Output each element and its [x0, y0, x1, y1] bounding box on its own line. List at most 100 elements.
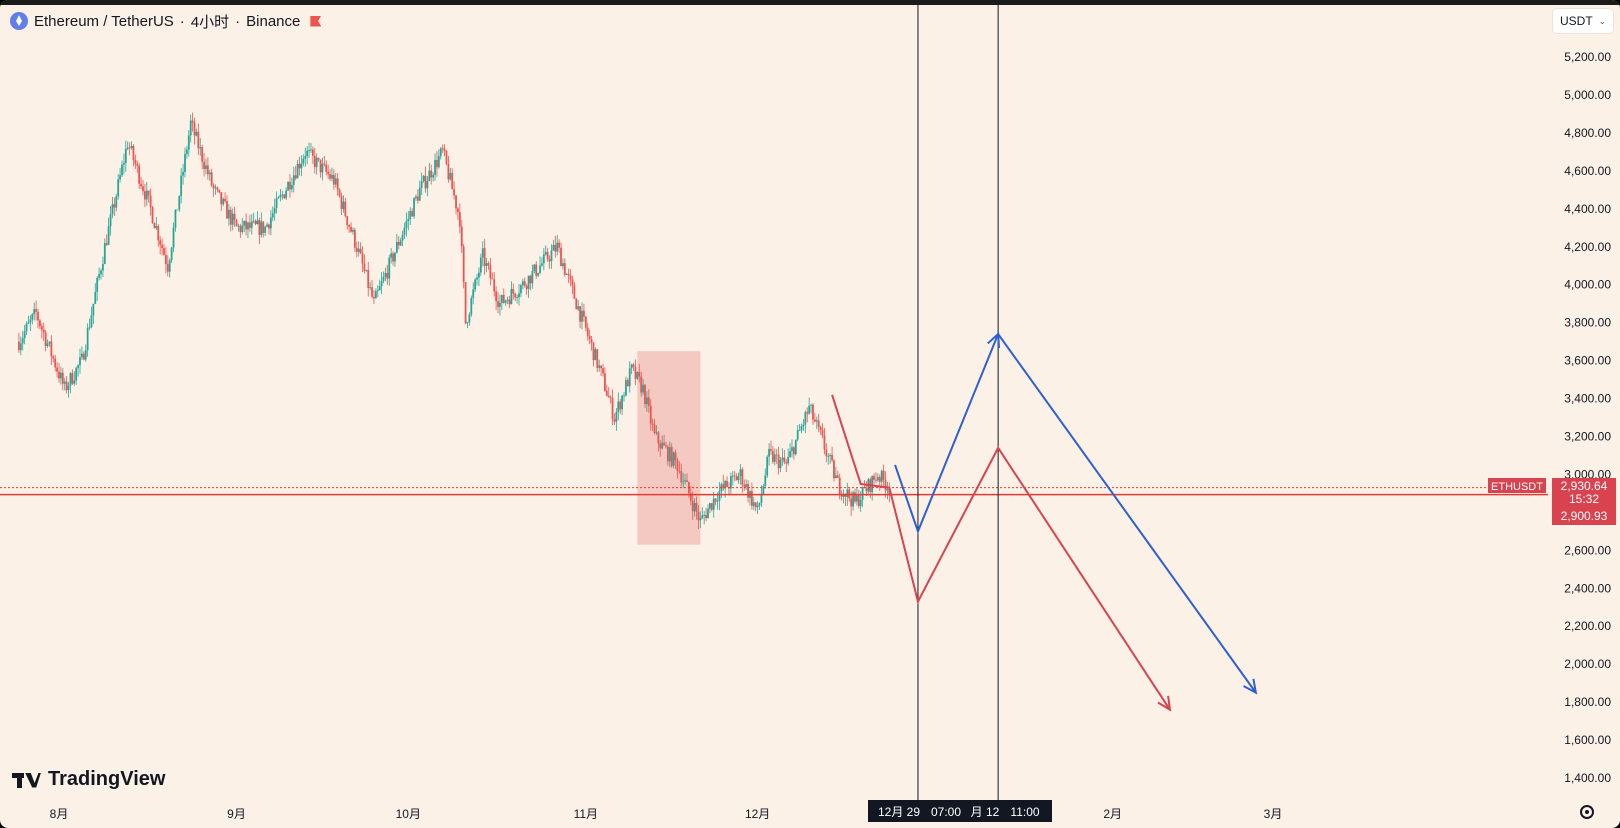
candle-body — [275, 198, 278, 208]
candle-body — [556, 242, 559, 252]
chevron-down-icon: ⌄ — [1598, 15, 1606, 26]
candle-body — [52, 356, 55, 359]
candle-body — [96, 277, 99, 292]
candle-body — [170, 247, 173, 261]
candle-body — [741, 469, 744, 486]
price-axis[interactable]: 5,200.00 5,000.00 4,800.00 4,600.00 4,400.00… — [1564, 50, 1611, 785]
projection-arrowhead-red — [1157, 695, 1172, 712]
x-tick-label: 3月 — [1264, 807, 1283, 821]
candle-body — [882, 470, 885, 481]
candle-body — [563, 263, 566, 275]
candle-body — [71, 373, 74, 384]
candle-body — [245, 220, 247, 230]
candle-body — [518, 293, 520, 298]
candle-body — [623, 395, 625, 397]
candle-body — [241, 225, 244, 233]
candle-body — [296, 163, 299, 179]
candle-body — [634, 366, 637, 379]
candle-body — [525, 285, 528, 289]
candle-body — [140, 183, 142, 187]
candle-body — [180, 175, 183, 197]
candle-body — [390, 253, 393, 258]
candle-body — [252, 220, 255, 222]
candle-body — [69, 373, 72, 386]
candle-body — [752, 502, 755, 506]
candle-body — [33, 309, 36, 315]
candle-body — [306, 150, 309, 157]
candle-body — [598, 365, 601, 368]
candle-body — [424, 175, 427, 189]
candle-body — [495, 291, 498, 302]
candle-body — [726, 481, 728, 488]
candle-body — [886, 489, 889, 491]
currency-selector[interactable]: USDT ⌄ — [1553, 9, 1613, 33]
candle-body — [693, 502, 696, 512]
projection-line-red[interactable] — [831, 394, 1171, 711]
candle-body — [462, 246, 465, 283]
candle-body — [667, 446, 669, 462]
candle-body — [281, 194, 284, 196]
y-tick-label: 2,400.00 — [1564, 581, 1611, 595]
time-axis[interactable]: 8月 9月 10月 11月 12月 2月 3月 — [50, 807, 1283, 821]
candle-body — [453, 189, 456, 196]
candle-body — [838, 477, 841, 494]
y-tick-label: 3,200.00 — [1564, 430, 1611, 444]
candle-body — [571, 279, 574, 286]
candle-body — [317, 157, 320, 160]
candle-body — [426, 181, 429, 189]
candle-body — [470, 297, 473, 315]
price-badge-countdown: 15:32 — [1569, 492, 1599, 506]
gear-icon[interactable] — [1580, 805, 1594, 819]
candle-body — [483, 248, 486, 266]
candle-body — [733, 475, 736, 477]
candle-body — [290, 184, 293, 190]
candle-body — [161, 244, 163, 249]
candle-body — [397, 241, 400, 246]
candle-body — [310, 149, 312, 151]
projection-lines[interactable] — [831, 331, 1258, 712]
candle-body — [128, 147, 131, 149]
price-badge-price: 2,930.64 — [1561, 479, 1608, 493]
candle-body — [153, 223, 156, 229]
projection-arrowhead-blue — [1243, 678, 1258, 695]
flag-icon[interactable] — [310, 15, 322, 27]
candle-body — [512, 289, 515, 294]
candle-body — [632, 364, 635, 367]
candle-body — [476, 277, 478, 280]
candle-body — [189, 120, 192, 136]
candle-body — [808, 405, 811, 414]
candle-body — [224, 198, 226, 202]
candle-body — [600, 365, 603, 369]
candle-body — [646, 397, 648, 405]
candle-body — [544, 251, 547, 255]
candle-body — [357, 248, 360, 252]
candle-body — [21, 338, 24, 344]
candle-body — [355, 247, 358, 252]
candle-body — [77, 365, 79, 368]
candle-body — [775, 454, 778, 456]
interval-label: 4小时 — [190, 13, 230, 31]
candle-body — [105, 243, 108, 245]
candle-body — [243, 220, 246, 226]
candle-body — [178, 196, 181, 210]
candle-body — [258, 220, 261, 236]
tradingview-logo-text: TradingView — [48, 768, 166, 790]
candle-body — [56, 367, 58, 372]
symbol-header[interactable]: Ethereum / TetherUS · 4小时 · Binance — [10, 11, 322, 31]
candle-body — [151, 207, 154, 224]
candle-body — [359, 248, 362, 254]
candle-body — [506, 299, 509, 301]
tradingview-logo[interactable]: TradingView — [12, 768, 165, 791]
candle-body — [823, 435, 826, 450]
candle-body — [607, 395, 610, 398]
candle-body — [386, 273, 389, 279]
candle-body — [60, 372, 62, 379]
candle-body — [579, 306, 582, 322]
candle-body — [371, 287, 373, 297]
projection-line-blue[interactable] — [894, 331, 1257, 694]
candle-body — [254, 220, 257, 225]
candle-body — [399, 240, 402, 246]
candle-body — [644, 384, 646, 405]
